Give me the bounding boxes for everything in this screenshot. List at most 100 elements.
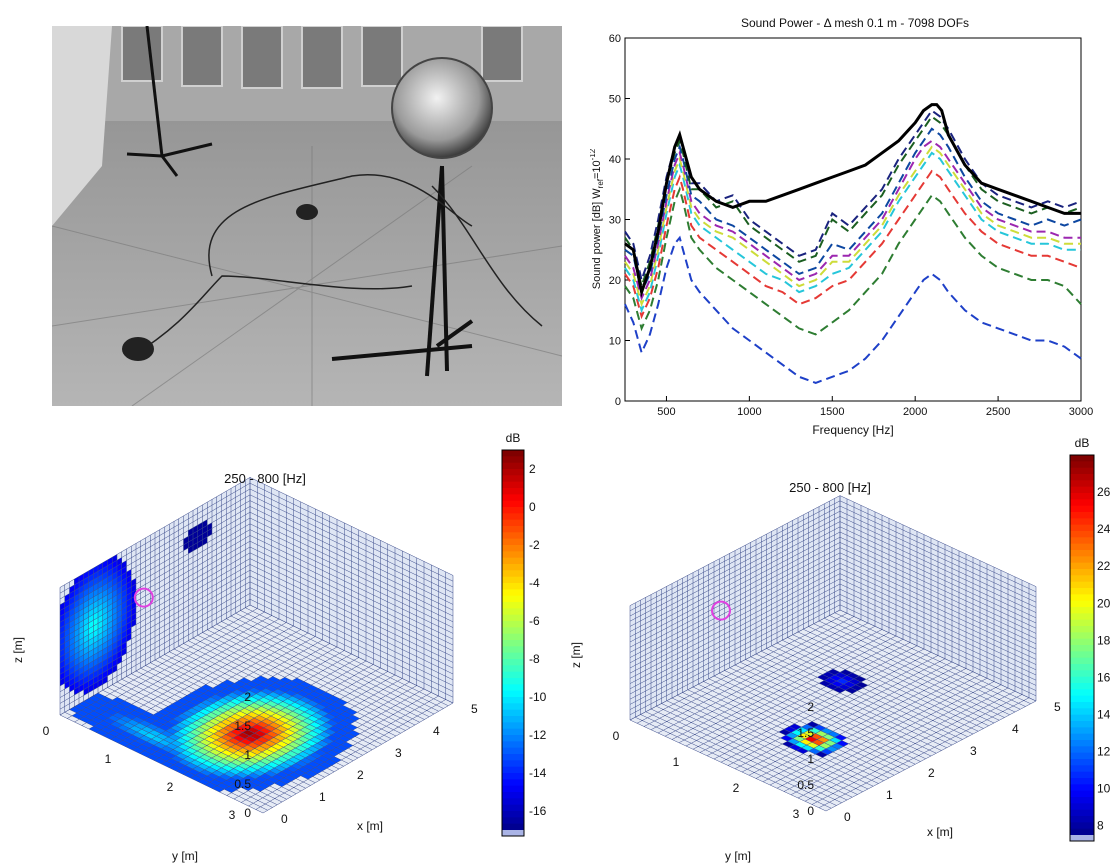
heat-cell — [221, 765, 234, 772]
heat-cell — [81, 707, 94, 714]
heat-cell — [231, 774, 244, 781]
heat-cell — [210, 694, 223, 701]
colorbar-nan — [1070, 835, 1094, 841]
heat-cell — [211, 740, 224, 747]
heat-cell — [101, 727, 113, 734]
heat-cell — [98, 705, 111, 712]
heat-cell — [122, 722, 135, 729]
colorbar-segment — [1070, 759, 1094, 766]
colorbar-segment — [502, 690, 524, 698]
heat-cell — [184, 717, 197, 724]
plot-title: 250 - 800 [Hz] — [224, 471, 306, 486]
colorbar-segment — [502, 811, 524, 818]
heat-cell — [300, 773, 313, 780]
heat-cell — [228, 738, 241, 745]
heat-cell — [255, 776, 268, 783]
heat-cell — [95, 699, 108, 706]
heat-cell — [205, 782, 217, 789]
heat-cell — [260, 773, 272, 780]
heat-cell — [333, 708, 346, 715]
heat-cell — [110, 736, 123, 743]
heat-cell — [202, 745, 214, 752]
colorbar-segment — [1070, 670, 1094, 678]
heat-cell — [228, 768, 241, 775]
heat-cell — [269, 737, 281, 744]
heat-cell — [268, 707, 281, 714]
heat-cell — [290, 748, 303, 755]
heat-cell — [243, 775, 256, 782]
grid-line — [59, 558, 251, 669]
heat-cell — [166, 743, 178, 750]
heat-cell — [282, 698, 295, 705]
heat-cell — [309, 721, 322, 728]
heat-cell — [149, 730, 161, 737]
heat-cell — [187, 753, 200, 760]
grid-line — [657, 622, 869, 734]
colorbar-segment — [502, 621, 524, 628]
colorbar-segment — [1070, 569, 1094, 576]
series-line — [624, 103, 1081, 298]
heat-cell — [789, 744, 802, 751]
grid-line — [59, 581, 251, 693]
heat-cell — [267, 761, 279, 768]
grid-line — [59, 540, 251, 652]
heat-cell — [815, 730, 828, 737]
heat-cell — [127, 719, 140, 726]
colorbar-segment — [502, 488, 524, 495]
heat-cell — [269, 752, 282, 759]
heat-cell — [348, 730, 360, 737]
heat-cell — [311, 697, 324, 704]
heat-cell — [306, 685, 319, 692]
heat-cell — [134, 738, 147, 745]
heat-cell — [213, 715, 226, 722]
heat-cell — [323, 713, 336, 720]
heat-cell — [785, 732, 798, 739]
heat-cell — [300, 727, 312, 734]
heat-cell — [134, 707, 147, 714]
series-line — [624, 139, 1081, 302]
colorbar-segment — [502, 766, 524, 774]
heat-cell — [201, 715, 214, 722]
heat-cell — [315, 764, 327, 771]
heat-cell — [255, 761, 267, 768]
heat-cell — [236, 772, 248, 779]
heat-cell — [318, 701, 331, 708]
heat-cell — [129, 725, 142, 732]
colorbar-segment — [1070, 645, 1094, 652]
colorbar-segment — [502, 817, 524, 825]
heat-cell — [833, 687, 846, 693]
colorbar-segment — [1070, 809, 1094, 817]
heat-cell — [154, 742, 166, 749]
grid-line — [81, 615, 272, 726]
heat-cell — [803, 730, 816, 737]
heat-cell — [326, 719, 339, 726]
heat-cell — [302, 748, 315, 755]
heat-cell — [125, 743, 138, 750]
x-tick-label: 4 — [1012, 722, 1019, 736]
heat-cell — [801, 724, 814, 731]
heat-cell — [171, 755, 183, 762]
grid-line — [797, 687, 1009, 799]
colorbar-segment — [1070, 676, 1094, 684]
heat-cell — [292, 693, 305, 700]
colorbar-segment — [1070, 740, 1094, 747]
heat-cell — [242, 699, 254, 706]
colorbar-segment — [502, 570, 524, 578]
heat-cell — [173, 731, 185, 738]
colorbar-tick-label: -14 — [529, 766, 547, 780]
grid-line — [629, 604, 841, 716]
heat-cell — [233, 781, 246, 788]
colorbar-segment — [502, 589, 524, 597]
heat-cell — [187, 723, 200, 730]
x-tick-label: 1 — [886, 788, 893, 802]
heat-cell — [223, 740, 236, 747]
heat-cell — [782, 741, 795, 748]
heat-cell — [319, 746, 332, 753]
x-tick-label: 4 — [433, 724, 440, 738]
heat-cell — [268, 691, 281, 698]
series-line — [624, 235, 1082, 384]
heat-cell — [115, 703, 127, 710]
heat-cell — [829, 737, 842, 744]
heat-cell — [829, 675, 842, 681]
